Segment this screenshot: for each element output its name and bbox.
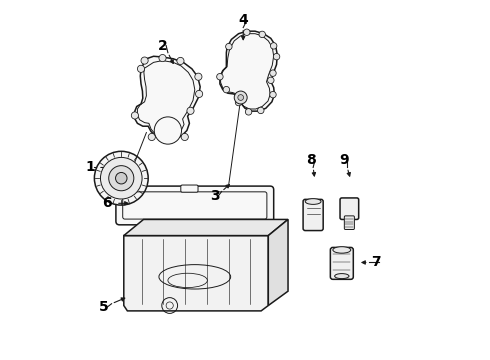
Circle shape xyxy=(137,65,145,72)
Polygon shape xyxy=(124,235,269,311)
Circle shape xyxy=(235,99,242,106)
Circle shape xyxy=(159,54,166,62)
Text: 3: 3 xyxy=(210,189,220,203)
FancyBboxPatch shape xyxy=(344,216,354,229)
Ellipse shape xyxy=(335,274,349,279)
Text: 9: 9 xyxy=(339,153,348,167)
Circle shape xyxy=(177,57,184,64)
Circle shape xyxy=(95,151,148,205)
Circle shape xyxy=(154,117,181,144)
Text: 8: 8 xyxy=(306,153,316,167)
Circle shape xyxy=(258,107,264,114)
Circle shape xyxy=(187,107,194,114)
FancyBboxPatch shape xyxy=(303,199,323,230)
Ellipse shape xyxy=(333,247,351,253)
Circle shape xyxy=(225,43,232,50)
Circle shape xyxy=(268,77,274,84)
Circle shape xyxy=(196,90,203,98)
Circle shape xyxy=(270,91,276,98)
Circle shape xyxy=(234,91,247,104)
Text: 5: 5 xyxy=(98,300,108,314)
Polygon shape xyxy=(135,56,200,139)
Circle shape xyxy=(238,95,244,100)
Circle shape xyxy=(141,57,148,64)
Circle shape xyxy=(217,73,223,80)
Ellipse shape xyxy=(305,199,321,204)
Circle shape xyxy=(270,42,277,49)
Circle shape xyxy=(148,134,155,140)
Circle shape xyxy=(116,172,127,184)
Circle shape xyxy=(100,157,142,199)
Text: 2: 2 xyxy=(158,39,168,53)
Circle shape xyxy=(131,112,139,119)
Circle shape xyxy=(181,134,188,140)
Text: 6: 6 xyxy=(102,196,112,210)
Circle shape xyxy=(245,109,252,115)
Circle shape xyxy=(195,73,202,80)
Text: 1: 1 xyxy=(86,161,96,175)
Text: 4: 4 xyxy=(238,13,248,27)
Circle shape xyxy=(223,86,230,93)
FancyBboxPatch shape xyxy=(181,185,198,192)
Polygon shape xyxy=(269,220,288,306)
Polygon shape xyxy=(124,220,288,235)
Circle shape xyxy=(109,166,134,191)
Circle shape xyxy=(273,53,280,60)
Polygon shape xyxy=(220,31,277,111)
Circle shape xyxy=(270,70,276,76)
Circle shape xyxy=(244,29,250,36)
Text: 7: 7 xyxy=(371,256,381,270)
Circle shape xyxy=(259,31,266,38)
FancyBboxPatch shape xyxy=(340,198,359,220)
FancyBboxPatch shape xyxy=(330,247,353,279)
FancyBboxPatch shape xyxy=(116,186,274,225)
